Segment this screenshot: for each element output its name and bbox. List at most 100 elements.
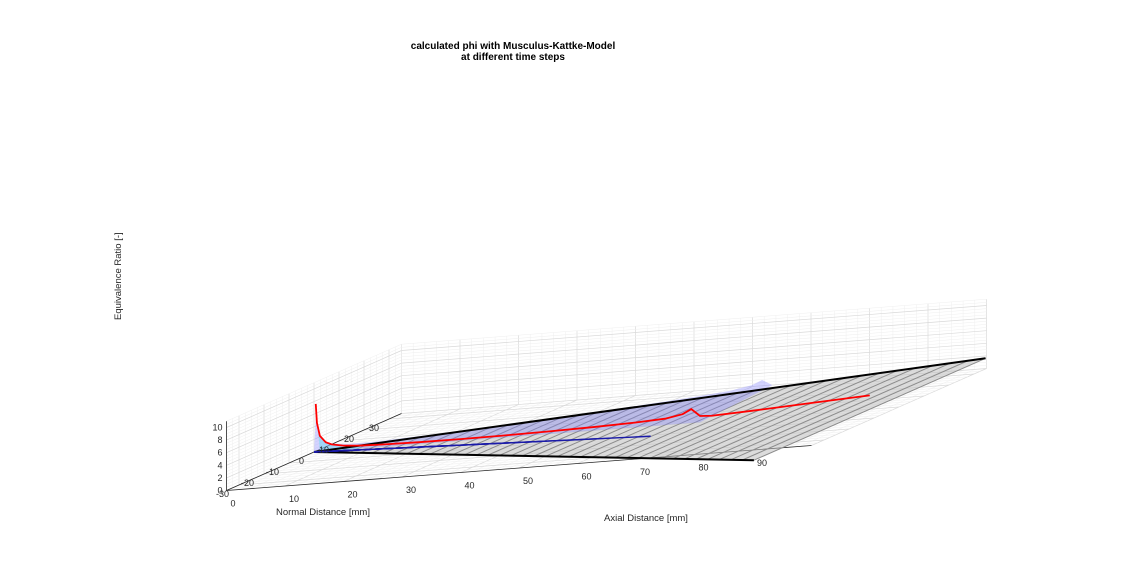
z-tick-label: 2 <box>217 473 222 483</box>
side-wall-gridline <box>226 381 402 460</box>
x-axis-label: Axial Distance [mm] <box>604 513 688 524</box>
spray-floor-surface <box>314 358 986 461</box>
surface-mesh-line <box>406 431 456 455</box>
back-wall-gridline <box>401 346 987 392</box>
spray-edge-upper <box>313 357 986 453</box>
surface-mesh-line <box>464 419 544 456</box>
back-wall-gridline <box>401 349 987 395</box>
surface-mesh-line <box>649 380 827 459</box>
y-tick-label: 0 <box>299 456 304 466</box>
y-axis-label: Normal Distance [mm] <box>276 507 370 518</box>
y-tick-label: 10 <box>319 445 329 455</box>
side-wall-gridline <box>226 353 402 431</box>
y-tick-label: -30 <box>216 489 229 499</box>
back-wall-gridline <box>401 361 987 408</box>
surface-mesh-line <box>742 360 969 461</box>
y-tick-label: -20 <box>241 478 254 488</box>
surface-mesh-line <box>394 434 438 454</box>
surface-mesh-line <box>383 436 421 454</box>
surface-mesh-line <box>371 439 403 454</box>
surface-mesh-line <box>707 367 916 460</box>
surface-mesh-line <box>499 412 597 456</box>
x-tick-label: 30 <box>406 485 416 495</box>
back-wall-gridline <box>401 333 987 380</box>
z-axis-label: Equivalence Ratio [-] <box>113 232 124 320</box>
surface-mesh-line <box>417 429 474 455</box>
back-wall-gridline <box>401 339 987 386</box>
side-wall-gridline <box>226 343 402 422</box>
series-lines <box>313 394 870 453</box>
surface-mesh-line <box>753 357 986 461</box>
x-tick-label: 90 <box>757 458 767 468</box>
surface-mesh-line <box>626 384 792 459</box>
surface-mesh-line <box>695 370 898 460</box>
surface-mesh-line <box>591 392 739 458</box>
side-wall-gridline <box>226 366 402 444</box>
x-tick-label: 20 <box>348 490 358 500</box>
surface-mesh-line <box>452 421 527 456</box>
back-wall-gridline <box>401 308 987 354</box>
z-tick-label: 6 <box>217 448 222 458</box>
side-wall-gridline <box>226 362 402 441</box>
side-wall-gridline <box>226 387 402 466</box>
spray-edge-lower <box>313 451 754 462</box>
chart-subtitle: at different time steps <box>461 52 565 63</box>
back-wall-gridline <box>401 358 987 405</box>
back-wall-gridline <box>401 305 987 351</box>
x-tick-label: 50 <box>523 476 533 486</box>
side-wall-gridline <box>226 400 402 479</box>
side-wall-gridline <box>226 350 402 428</box>
side-wall-gridline <box>226 391 402 469</box>
z-tick-label: 4 <box>217 460 222 470</box>
back-wall-gridline <box>401 342 987 389</box>
surface-mesh-line <box>580 394 721 458</box>
side-wall-gridline <box>226 359 402 438</box>
x-tick-label: 10 <box>289 494 299 504</box>
side-wall-gridline <box>226 375 402 454</box>
surface-mesh-line <box>672 375 863 460</box>
side-wall-gridline <box>226 384 402 463</box>
surface-mesh-line <box>637 382 810 459</box>
surface-mesh-line <box>522 407 633 457</box>
surface-mesh-line <box>487 414 580 456</box>
z-tick-label: 8 <box>217 435 222 445</box>
back-wall-gridline <box>401 352 987 398</box>
surface-mesh-line <box>429 426 491 455</box>
chart-title: calculated phi with Musculus-Kattke-Mode… <box>411 41 616 52</box>
side-wall-gridline <box>226 372 402 450</box>
back-wall-gridline <box>401 336 987 383</box>
side-wall-gridline <box>226 347 402 425</box>
x-tick-label: 40 <box>465 481 475 491</box>
back-wall-gridline <box>401 324 987 370</box>
back-wall-gridline <box>401 321 987 367</box>
side-wall-gridline <box>226 378 402 457</box>
z-tick-label: 10 <box>212 423 222 433</box>
side-wall-gridline <box>226 406 402 485</box>
surface-mesh-line <box>614 387 774 459</box>
surface-mesh-line <box>556 399 686 457</box>
back-wall-gridline <box>401 355 987 402</box>
surface-mesh-line <box>533 404 650 457</box>
side-wall-gridline <box>226 403 402 482</box>
surface-mesh-line <box>661 377 845 459</box>
back-wall-gridline <box>401 314 987 361</box>
back-wall-gridline <box>401 317 987 364</box>
back-wall-gridline <box>401 327 987 373</box>
x-tick-label: 70 <box>640 467 650 477</box>
back-wall-gridline <box>401 302 987 348</box>
surface-mesh-line <box>684 372 880 460</box>
x-tick-label: 80 <box>699 463 709 473</box>
centerline-series-line <box>314 394 870 447</box>
surface-mesh-line <box>441 424 509 455</box>
tick-labels: 0 10 20 30 40 50 60 70 80 90 -30 -20 -10 0 10 20 30 0 2 4 6 8… <box>212 423 767 509</box>
surface-mesh-line <box>568 397 704 458</box>
side-wall-gridline <box>226 369 402 447</box>
x-tick-label: 60 <box>582 472 592 482</box>
side-wall-gridline <box>226 397 402 475</box>
back-wall-gridline <box>401 298 987 345</box>
surface-mesh-line <box>510 409 615 457</box>
phi-surface <box>313 357 986 462</box>
y-tick-label: -10 <box>266 467 279 477</box>
